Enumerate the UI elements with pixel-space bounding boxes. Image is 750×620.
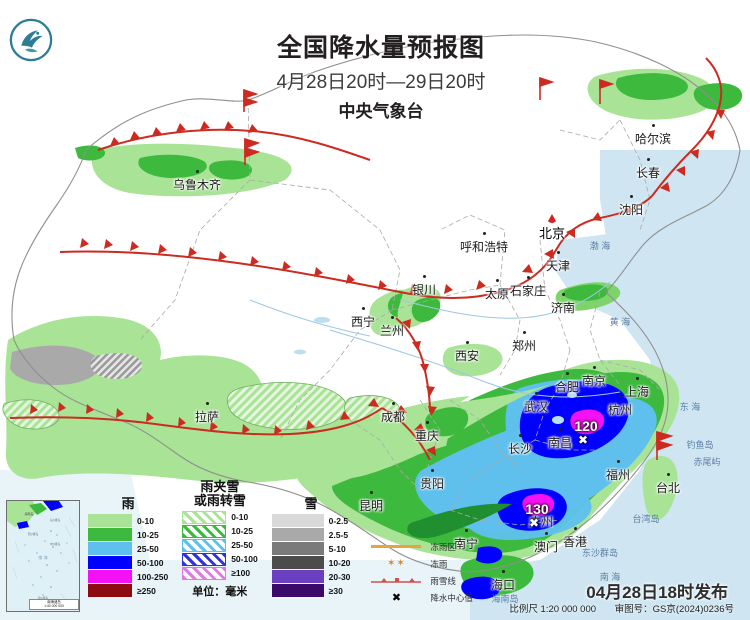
inset-scale: 南海诸岛 1:40 000 000 <box>29 598 79 610</box>
svg-text:西沙群岛: 西沙群岛 <box>28 532 39 536</box>
legend-range-label: ≥250 <box>137 585 156 596</box>
freezing-rain-icon: ✶✶ <box>387 558 406 569</box>
legend-swatch <box>88 542 132 556</box>
legend-symbol-item: 雨雪线 <box>370 573 473 588</box>
legend-item: ≥100 <box>182 566 257 580</box>
legend-item: 5-10 <box>271 542 351 556</box>
legend-column-title: 雪 <box>272 497 351 511</box>
legend-range-label: 100-250 <box>137 571 169 582</box>
legend-item: 0-10 <box>182 510 257 524</box>
inset-scale-title: 南海诸岛 <box>47 600 61 604</box>
precip-center-icon: ✖ <box>391 592 402 604</box>
south-china-sea-inset: 南 海 海南岛 东沙群岛 西沙群岛 中沙群岛 南沙群岛 南海诸岛 1:40 00… <box>6 500 80 612</box>
legend-item: 50-100 <box>88 556 168 570</box>
legend-range-label: 50-100 <box>137 557 164 568</box>
legend-item: 25-50 <box>182 538 257 552</box>
legend-swatch <box>182 524 227 538</box>
legend-item: 0-2.5 <box>271 514 351 528</box>
approval-number: 审图号：GS京(2024)0236号 <box>614 604 734 615</box>
legend-symbols: 冻雨区 ✶✶ 冻雨雨雪线 ✖ 降水中心值 <box>370 497 473 607</box>
legend-swatch <box>182 552 227 566</box>
legend-title-line: 雪 <box>304 496 318 511</box>
legend-item: ≥250 <box>88 584 168 598</box>
legend-column-snow: 雪 0-2.5 2.5-5 5-10 10-20 20-30 ≥30 <box>271 497 351 598</box>
legend-swatch <box>271 542 324 556</box>
svg-text:中沙群岛: 中沙群岛 <box>50 542 61 546</box>
legend-item: ≥30 <box>271 584 351 598</box>
legend-swatch <box>88 584 132 598</box>
legend-symbol-label: 降水中心值 <box>430 592 473 603</box>
legend-range-label: 50-100 <box>231 554 258 565</box>
legend-range-label: 10-20 <box>328 557 351 568</box>
legend-column-rain: 雨 0-10 10-25 25-50 50-100 100-250 ≥250 <box>88 497 168 598</box>
legend-unit: 单位：毫米 <box>192 586 248 599</box>
legend-swatch <box>271 584 324 598</box>
legend-swatch <box>182 566 227 580</box>
legend-range-label: 25-50 <box>137 543 159 554</box>
legend-range-label: ≥100 <box>231 568 251 579</box>
legend-item: 25-50 <box>88 542 168 556</box>
legend-swatch <box>182 538 227 552</box>
legend-swatch <box>88 514 132 528</box>
legend-symbol-label: 冻雨区 <box>430 541 456 552</box>
legend-swatch <box>271 570 324 584</box>
title-block: 全国降水量预报图 4月28日20时—29日20时 中央气象台 <box>246 34 516 122</box>
inset-scale-ratio: 1:40 000 000 <box>44 604 64 609</box>
svg-text:南 海: 南 海 <box>38 554 47 560</box>
legend-title-line: 雨夹雪 <box>200 479 240 494</box>
legend-column-title: 雨 <box>88 497 168 511</box>
legend-column-sleet: 雨夹雪 或雨转雪 0-10 10-25 25-50 50-100 ≥100 单位：毫米 <box>182 480 258 599</box>
legend-symbol-label: 雨雪线 <box>430 575 456 586</box>
page-title: 全国降水量预报图 <box>276 34 485 62</box>
legend-range-label: 5-10 <box>328 543 346 554</box>
legend-range-label: 25-50 <box>231 540 253 551</box>
legend-symbol-item: ✶✶ 冻雨 <box>370 556 473 571</box>
legend-item: 10-25 <box>182 524 257 538</box>
legend-symbol-item: 冻雨区 <box>370 539 473 554</box>
forecast-period: 4月28日20时—29日20时 <box>276 71 486 93</box>
legend-item: 0-10 <box>88 514 168 528</box>
legend-item: 10-20 <box>271 556 351 570</box>
legend-item: 100-250 <box>88 570 168 584</box>
legend-range-label: 20-30 <box>328 571 351 582</box>
legend-title-line: 雨 <box>121 496 135 511</box>
legend-swatch <box>88 556 132 570</box>
legend-swatch <box>271 556 324 570</box>
legend-range-label: 0-10 <box>137 515 155 526</box>
legend-range-label: 0-2.5 <box>328 515 349 526</box>
legend-column-title: 雨夹雪 或雨转雪 <box>182 480 257 507</box>
svg-text:海南岛: 海南岛 <box>24 511 33 516</box>
cma-logo-icon <box>9 18 53 62</box>
bottom-meta: 比例尺 1:20 000 000 审图号：GS京(2024)0236号 <box>493 601 734 615</box>
svg-text:南沙群岛: 南沙群岛 <box>38 596 49 600</box>
legend-swatch <box>271 514 324 528</box>
legend-swatch <box>88 528 132 542</box>
issue-time: 04月28日18时发布 <box>586 583 728 602</box>
legend-title-line: 或雨转雪 <box>193 492 246 508</box>
snowline-icon <box>370 577 422 585</box>
legend-item: 2.5-5 <box>271 528 351 542</box>
legend-symbol-item: ✖ 降水中心值 <box>370 590 473 605</box>
legend-symbol-label: 冻雨 <box>430 558 448 569</box>
legend-swatch <box>271 528 324 542</box>
legend-range-label: 0-10 <box>231 512 249 523</box>
legend-item: 50-100 <box>182 552 258 566</box>
legend-item: 20-30 <box>271 570 351 584</box>
legend-swatch <box>88 570 132 584</box>
legend-item: 10-25 <box>88 528 168 542</box>
legend-range-label: 2.5-5 <box>328 529 349 540</box>
legend-range-label: 10-25 <box>137 529 159 540</box>
issuer-name: 中央气象台 <box>338 101 424 121</box>
freezing-rain-area-icon <box>370 545 422 548</box>
legend-swatch <box>182 510 227 524</box>
map-scale: 比例尺 1:20 000 000 <box>509 604 597 615</box>
legend-range-label: 10-25 <box>231 526 253 537</box>
legend: 雨 0-10 10-25 25-50 50-100 100-250 ≥250 雨夹雪 或雨转雪 0… <box>88 480 487 607</box>
legend-range-label: ≥30 <box>328 585 343 596</box>
svg-text:东沙群岛: 东沙群岛 <box>50 518 61 522</box>
